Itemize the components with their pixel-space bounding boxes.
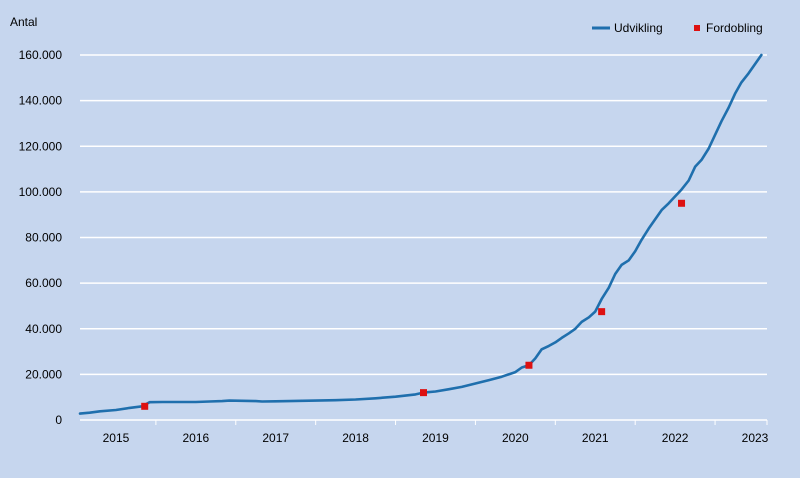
x-tick-label: 2022 — [662, 431, 689, 445]
legend-label-fordobling: Fordobling — [706, 21, 763, 35]
x-tick-label: 2019 — [422, 431, 449, 445]
y-tick-label: 100.000 — [19, 185, 63, 199]
marker-fordobling — [141, 402, 149, 410]
y-tick-label: 140.000 — [19, 94, 63, 108]
y-tick-label: 20.000 — [25, 367, 62, 381]
series — [78, 53, 763, 415]
x-tick-label: 2018 — [342, 431, 369, 445]
x-tick-label: 2021 — [582, 431, 609, 445]
legend-swatch-fordobling — [694, 25, 700, 31]
series-line-udvikling — [78, 53, 763, 415]
gridlines — [80, 54, 767, 376]
y-tick-label: 160.000 — [19, 48, 63, 62]
marker-fordobling — [420, 389, 427, 397]
marker-fordobling — [678, 199, 686, 207]
x-tick-label: 2015 — [103, 431, 130, 445]
y-tick-label: 120.000 — [19, 139, 63, 153]
marker-fordobling — [598, 308, 606, 316]
legend: Udvikling Fordobling — [592, 21, 763, 35]
y-tick-label: 0 — [55, 413, 62, 427]
x-tick-label: 2023 — [742, 431, 769, 445]
y-tick-label: 60.000 — [25, 276, 62, 290]
y-axis-title: Antal — [10, 15, 37, 29]
x-tick-label: 2020 — [502, 431, 529, 445]
y-tick-label: 80.000 — [25, 231, 62, 245]
y-tick-label: 40.000 — [25, 322, 62, 336]
x-tick-label: 2016 — [182, 431, 209, 445]
legend-label-udvikling: Udvikling — [614, 21, 663, 35]
axes: 0 20.000 40.000 60.000 80.000 100.000 120.000 1… — [19, 48, 769, 445]
marker-fordobling — [525, 361, 533, 369]
x-tick-label: 2017 — [262, 431, 289, 445]
